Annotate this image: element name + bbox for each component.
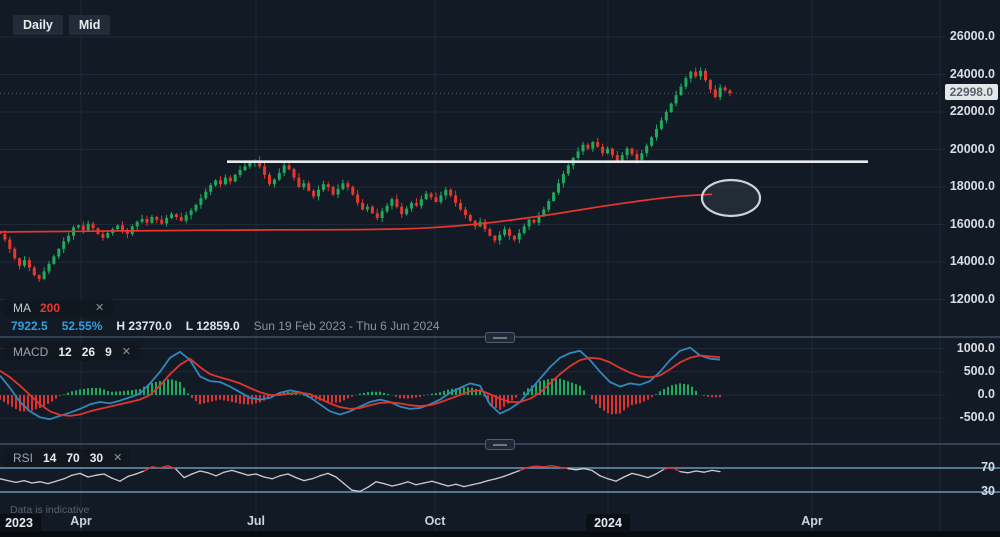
symbol-stats-row: 7922.5 52.55% H 23770.0 L 12859.0 Sun 19…: [11, 319, 440, 333]
macd-tick-label: -500.0: [959, 410, 995, 425]
rsi-param-lower: 30: [89, 451, 104, 465]
macd-close-icon[interactable]: ✕: [121, 345, 131, 358]
handle-grip-icon: [493, 336, 507, 339]
macd-param-slow: 26: [81, 345, 96, 359]
price-tick-label: 20000.0: [949, 141, 995, 156]
price-tick-label: 18000.0: [949, 179, 995, 193]
rsi-tick-label: 30: [981, 484, 995, 498]
ma-close-icon[interactable]: ✕: [95, 301, 105, 314]
data-indicative-note: Data is indicative: [10, 504, 90, 516]
pane-resize-handle-macd[interactable]: [485, 332, 515, 343]
macd-tick-label: 0.0: [977, 387, 995, 401]
stat-high: H 23770.0: [116, 319, 172, 333]
price-tick-label: 24000.0: [949, 66, 995, 81]
macd-legend: MACD 12 26 9 ✕: [4, 343, 140, 361]
x-axis-label-oct: Oct: [424, 514, 446, 528]
price-tick-label: 22000.0: [949, 104, 995, 118]
stat-value: 7922.5: [11, 319, 48, 333]
tab-mid[interactable]: Mid: [68, 15, 111, 35]
x-axis-label-apr: Apr: [801, 514, 823, 528]
x-axis-label-apr: Apr: [70, 514, 92, 528]
bottom-strip: [0, 531, 1000, 537]
ma-legend: MA 200 ✕: [4, 299, 114, 317]
x-axis-label-2024: 2024: [586, 514, 630, 532]
timeframe-tabs: Daily Mid: [13, 15, 111, 35]
handle-grip-icon: [493, 443, 507, 446]
rsi-legend: RSI 14 70 30 ✕: [4, 449, 132, 467]
macd-tick-label: 500.0: [963, 363, 995, 378]
current-price-label: 22998.0: [944, 84, 998, 101]
price-tick-label: 14000.0: [949, 254, 995, 268]
rsi-legend-name: RSI: [13, 451, 34, 465]
rsi-param-length: 14: [43, 451, 57, 465]
tab-daily[interactable]: Daily: [13, 15, 63, 35]
ma-legend-name: MA: [13, 301, 31, 315]
macd-legend-name: MACD: [13, 345, 49, 359]
pane-resize-handle-rsi[interactable]: [485, 439, 515, 450]
macd-param-fast: 12: [58, 345, 72, 359]
x-axis-label-jul: Jul: [246, 514, 266, 528]
macd-tick-label: 1000.0: [956, 340, 995, 355]
price-tick-label: 26000.0: [949, 29, 995, 43]
rsi-close-icon[interactable]: ✕: [113, 451, 123, 464]
rsi-tick-label: 70: [981, 460, 995, 474]
stat-low: L 12859.0: [185, 319, 240, 333]
stat-date-range: Sun 19 Feb 2023 - Thu 6 Jun 2024: [253, 319, 440, 333]
macd-param-signal: 9: [105, 345, 112, 359]
x-axis-label-2023: 2023: [0, 514, 41, 532]
rsi-param-upper: 70: [66, 451, 80, 465]
stat-percent: 52.55%: [61, 319, 103, 333]
ma-legend-period: 200: [40, 301, 61, 315]
price-tick-label: 16000.0: [949, 216, 995, 231]
price-tick-label: 12000.0: [949, 291, 995, 306]
